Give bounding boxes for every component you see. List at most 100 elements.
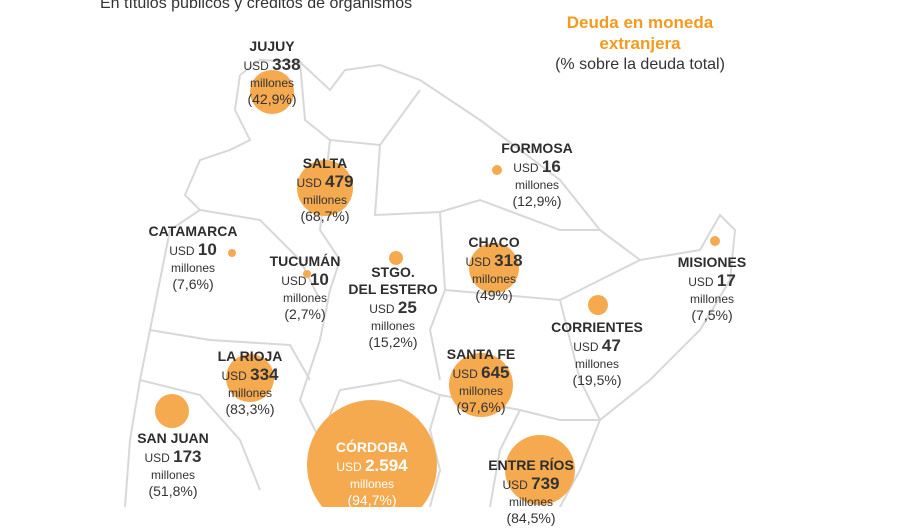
province-name: SAN JUAN (137, 430, 209, 446)
bubble-catamarca (228, 249, 236, 257)
foreign-debt-pct: (7,5%) (691, 307, 733, 323)
unit: millones (170, 261, 216, 275)
province-name: SALTA (302, 155, 348, 171)
province-amount: USD 2.594 (336, 456, 408, 477)
province-label-tucuman: TUCUMÁN USD 10 millones (2,7%) (270, 253, 341, 324)
province-amount: USD 338 (243, 55, 300, 76)
unit: millones (349, 477, 394, 491)
currency: USD (281, 274, 307, 288)
province-label-chaco: CHACO USD 318 millones (49%) (465, 234, 522, 305)
foreign-debt-pct: (42,9%) (247, 91, 297, 107)
legend-title-line1: Deuda en moneda (566, 13, 714, 32)
province-label-san-juan: SAN JUAN USD 173 millones (51,8%) (137, 430, 209, 501)
debt-value: 338 (272, 55, 301, 74)
debt-value: 645 (481, 363, 510, 382)
province-amount: USD 10 (270, 270, 341, 291)
bubble-salta (297, 160, 353, 216)
bubble-misiones (710, 236, 720, 246)
unit: millones (689, 292, 734, 306)
currency: USD (369, 302, 395, 316)
bubble-san-juan (155, 394, 189, 428)
province-amount: USD 318 (465, 251, 522, 272)
currency: USD (221, 369, 247, 383)
currency: USD (465, 255, 491, 269)
debt-value: 739 (531, 474, 560, 493)
province-name: FORMOSA (501, 140, 573, 156)
bubble-corrientes (588, 295, 608, 315)
foreign-debt-pct: (97,6%) (456, 399, 506, 415)
province-name: TUCUMÁN (269, 253, 341, 269)
currency: USD (688, 275, 714, 289)
foreign-debt-pct: (84,5%) (506, 510, 556, 526)
bubble-jujuy (250, 70, 294, 114)
debt-value: 2.594 (365, 456, 408, 475)
province-label-jujuy: JUJUY USD 338 millones (42,9%) (243, 38, 300, 109)
province-name: SANTA FE (446, 346, 516, 362)
foreign-debt-pct: (94,7%) (347, 492, 397, 508)
bubble-stgo-del-estero (389, 251, 403, 265)
province-name: CATAMARCA (148, 223, 238, 239)
province-label-santa-fe: SANTA FE USD 645 millones (97,6%) (447, 346, 515, 417)
province-label-cordoba: CÓRDOBA USD 2.594 millones (94,7%) (336, 439, 408, 510)
currency: USD (144, 451, 170, 465)
province-amount: USD 25 (348, 298, 437, 319)
foreign-debt-pct: (7,6%) (172, 276, 214, 292)
debt-value: 47 (601, 336, 621, 355)
bubble-santa-fe (449, 353, 513, 417)
bubble-cordoba (307, 400, 437, 507)
foreign-debt-pct: (12,9%) (512, 193, 562, 209)
unit: millones (282, 291, 328, 305)
province-name: ENTRE RÍOS (488, 457, 574, 473)
province-label-entre-rios: ENTRE RÍOS USD 739 millones (84,5%) (488, 457, 574, 528)
debt-value: 10 (309, 270, 329, 289)
debt-value: 318 (494, 251, 523, 270)
province-amount: USD 47 (551, 336, 643, 357)
currency: USD (513, 161, 539, 175)
unit: millones (249, 76, 294, 90)
legend-subtitle: (% sobre la deuda total) (555, 56, 725, 73)
province-label-corrientes: CORRIENTES USD 47 millones (19,5%) (551, 319, 643, 390)
province-label-la-rioja: LA RIOJA USD 334 millones (83,3%) (218, 348, 283, 419)
province-amount: USD 334 (218, 365, 283, 386)
currency: USD (336, 460, 362, 474)
currency: USD (169, 244, 195, 258)
province-name: LA RIOJA (217, 348, 283, 364)
debt-value: 10 (197, 240, 217, 259)
currency: USD (573, 340, 599, 354)
debt-value: 334 (250, 365, 279, 384)
province-name: CORRIENTES (551, 319, 643, 335)
province-label-stgo-del-estero: STGO. DEL ESTERO USD 25 millones (15,2%) (348, 264, 437, 352)
bubble-chaco (469, 243, 519, 293)
currency: USD (296, 176, 322, 190)
unit: millones (508, 495, 554, 509)
debt-value: 479 (325, 172, 354, 191)
foreign-debt-pct: (2,7%) (284, 306, 326, 322)
province-amount: USD 645 (447, 363, 515, 384)
province-name: CÓRDOBA (335, 439, 409, 455)
province-label-formosa: FORMOSA USD 16 millones (12,9%) (501, 140, 573, 211)
province-name: STGO. DEL ESTERO (348, 264, 438, 297)
unit: millones (514, 178, 559, 192)
unit: millones (150, 468, 196, 482)
foreign-debt-pct: (19,5%) (572, 372, 622, 388)
map-subtitle: En títulos públicos y créditos de organi… (100, 0, 413, 12)
currency: USD (243, 59, 269, 73)
unit: millones (574, 357, 620, 371)
province-amount: USD 173 (137, 447, 209, 468)
foreign-debt-pct: (15,2%) (368, 334, 418, 350)
bubble-la-rioja (226, 354, 274, 402)
debt-value: 173 (173, 447, 202, 466)
unit: millones (458, 384, 504, 398)
legend: Deuda en moneda extranjera (% sobre la d… (555, 12, 725, 76)
unit: millones (227, 386, 273, 400)
debt-value: 25 (397, 298, 417, 317)
province-label-misiones: MISIONES USD 17 millones (7,5%) (678, 254, 746, 325)
province-label-salta: SALTA USD 479 millones (68,7%) (296, 155, 353, 226)
province-amount: USD 479 (296, 172, 353, 193)
bubble-entre-rios (505, 435, 575, 505)
bubble-formosa (492, 165, 502, 175)
province-amount: USD 739 (488, 474, 574, 495)
province-map (124, 58, 737, 507)
province-name: JUJUY (249, 38, 295, 54)
unit: millones (471, 272, 516, 286)
